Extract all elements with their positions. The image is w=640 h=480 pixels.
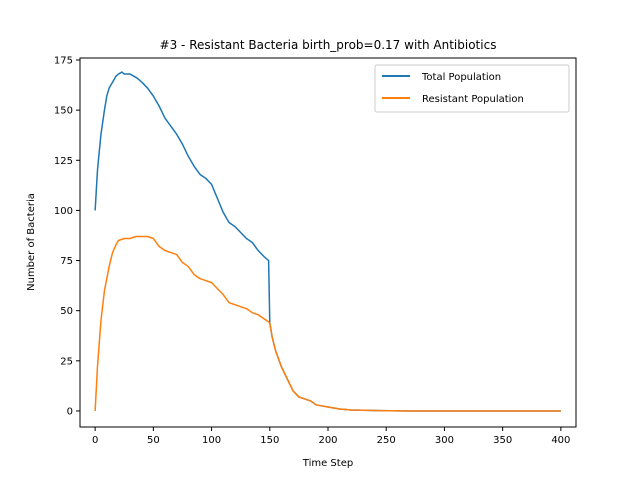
y-axis-label: Number of Bacteria <box>26 193 37 291</box>
legend-box <box>374 64 570 113</box>
y-tick-label: 100 <box>54 206 73 217</box>
x-tick-label: 0 <box>92 435 98 446</box>
x-tick-label: 200 <box>318 435 337 446</box>
series-layer <box>94 71 561 412</box>
x-tick-label: 300 <box>435 435 454 446</box>
x-tick-label: 400 <box>551 435 570 446</box>
x-tick-label: 100 <box>202 435 221 446</box>
x-tick-label: 250 <box>377 435 396 446</box>
x-axis: 0 50 100 150 200 250 300 350 400 <box>92 427 570 446</box>
y-tick-label: 25 <box>60 356 73 367</box>
y-tick-label: 50 <box>60 306 73 317</box>
legend: Total Population Resistant Population <box>374 64 570 113</box>
y-tick-label: 75 <box>60 256 73 267</box>
plot-area: 0 50 100 150 200 250 300 350 400 0 25 50 75 100 125 15… <box>54 56 577 446</box>
x-tick-label: 350 <box>493 435 512 446</box>
legend-label-resistant: Resistant Population <box>422 94 524 105</box>
y-tick-label: 0 <box>67 406 73 417</box>
y-axis: 0 25 50 75 100 125 150 175 <box>54 56 80 417</box>
legend-label-total: Total Population <box>421 72 501 83</box>
x-tick-label: 50 <box>147 435 160 446</box>
y-tick-label: 175 <box>54 56 73 67</box>
series-line-1 <box>94 235 561 412</box>
x-tick-label: 150 <box>260 435 279 446</box>
y-tick-label: 150 <box>54 106 73 117</box>
x-axis-label: Time Step <box>302 458 353 469</box>
y-tick-label: 125 <box>54 156 73 167</box>
chart-title: #3 - Resistant Bacteria birth_prob=0.17 … <box>160 38 497 52</box>
